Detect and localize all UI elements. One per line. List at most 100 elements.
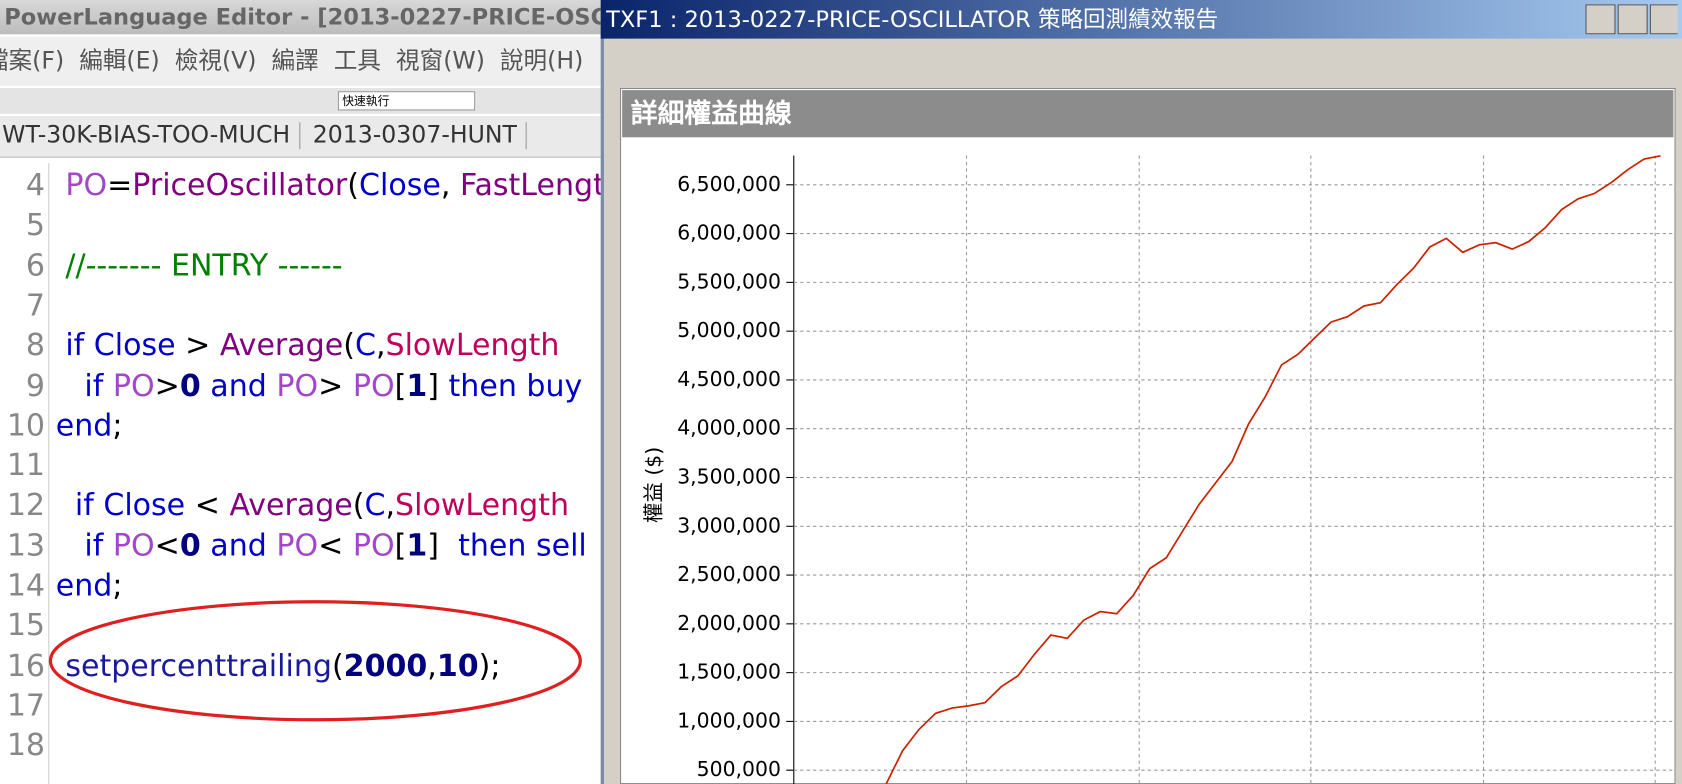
code-token: if [55,367,113,403]
line-number: 10 [6,407,46,443]
code-token: ( [331,647,344,683]
chart-panel [620,87,1676,784]
code-token: = [107,167,133,203]
code-token: 2000 [343,647,428,683]
tab[interactable]: 2013-0307-HUNT [310,122,527,150]
code-token: > [175,327,220,363]
code-token: PO [276,367,319,403]
y-tick-label: 6,000,000 [677,221,781,245]
line-number: 5 [25,207,46,243]
quick-run-combo[interactable]: 快速執行 [337,91,476,111]
gutter [48,163,50,784]
y-axis-label: 權益 ($) [641,447,665,523]
code-token: Close [359,167,441,203]
code-line: //------- ENTRY ------ [56,247,343,282]
y-tick-label: 1,000,000 [677,708,781,732]
code-token: PO [55,167,108,203]
code-line: setpercenttrailing(2000,10); [56,647,501,682]
toolbar [0,87,601,114]
panel-title: 詳細權益曲線 [622,90,1674,138]
code-token: SlowLength [395,487,570,523]
menu-item[interactable]: 工具 [333,48,381,76]
code-token: ] [427,367,449,403]
menu-item[interactable]: 編輯(E) [79,48,160,76]
y-tick-label: 2,000,000 [677,611,781,635]
code-token: ( [343,327,355,363]
code-token: > [154,367,180,403]
line-number: 4 [25,167,46,203]
code-token: then buy [448,367,583,403]
line-number: 6 [25,247,46,283]
line-number: 18 [6,727,46,763]
code-token: PO [352,527,395,563]
code-token: 0 [179,527,201,563]
line-number: 12 [6,487,46,523]
code-token: end [55,407,113,443]
code-token: ; [112,407,123,443]
menu-item[interactable]: 視窗(W) [395,48,485,76]
code-line: if Close < Average(C,SlowLength [56,487,569,522]
line-number: 14 [6,567,46,603]
line-number: 15 [6,607,46,643]
code-token: < [185,487,230,523]
code-area: 4 PO=PriceOscillator(Close, FastLength5 6… [0,163,601,784]
line-number: 13 [6,527,46,563]
y-tick-label: 3,500,000 [677,465,781,489]
menu-item[interactable]: 檔案(F) [0,48,65,76]
code-token: setpercenttrailing [55,647,332,683]
code-token: ( [352,487,365,523]
y-tick-label: 4,500,000 [677,367,781,391]
code-token: < [154,527,180,563]
line-number: 11 [6,447,46,483]
line-number: 7 [25,287,46,323]
code-line: PO=PriceOscillator(Close, FastLength [55,167,601,203]
code-token: SlowLength [385,327,560,363]
code-token: ; [112,567,123,603]
line-number: 8 [25,327,46,363]
code-token: PO [112,367,155,403]
code-token: Average [219,327,344,363]
y-tick-label: 5,500,000 [677,269,781,293]
y-tick-label: 5,000,000 [677,318,781,342]
report-title: TXF1 : 2013-0227-PRICE-OSCILLATOR 策略回測績效… [600,0,1682,39]
code-token: < [318,527,353,563]
code-token: and [200,527,277,563]
y-tick-label: 1,500,000 [677,660,781,684]
code-token: PriceOscillator [132,167,348,203]
code-token: > [318,367,353,403]
menu-item[interactable]: 編譯 [271,48,319,76]
editor-title: PowerLanguage Editor - [2013-0227-PRICE-… [0,0,601,35]
equity-curve [885,154,1661,784]
code-token: 10 [436,647,479,683]
code-token: PO [276,527,319,563]
code-line: if PO>0 and PO> PO[1] then buy [56,367,582,402]
code-token: end [55,567,113,603]
code-token: and [200,367,277,403]
code-token: PO [352,367,395,403]
code-token: [ [394,367,407,403]
y-tick-label: 500,000 [697,757,781,781]
code-token: if Close [55,487,186,523]
code-token: FastLength [459,167,601,203]
tab[interactable]: WT-30K-BIAS-TOO-MUCH [0,122,300,150]
line-number: 16 [6,647,46,683]
y-tick-label: 3,000,000 [677,513,781,537]
code-token: //------- ENTRY ------ [55,247,343,283]
y-tick-label: 2,500,000 [677,562,781,586]
code-token: Average [229,487,353,523]
code-token: ( [347,167,360,203]
menu-item[interactable]: 說明(H) [499,48,584,76]
code-line: if Close > Average(C,SlowLength [56,327,560,362]
code-line: if PO<0 and PO< PO[1] then sell [56,527,587,562]
code-token: ] [427,527,459,563]
highlight-ellipse [48,600,582,722]
code-token: PO [112,527,155,563]
window-buttons [1585,4,1678,35]
menu-item[interactable]: 檢視(V) [174,48,257,76]
code-token: C [354,327,376,363]
tab-strip: WT-30K-BIAS-TOO-MUCH 2013-0307-HUNT [0,115,601,158]
code-token: then sell [458,527,587,563]
line-number: 9 [25,367,46,403]
